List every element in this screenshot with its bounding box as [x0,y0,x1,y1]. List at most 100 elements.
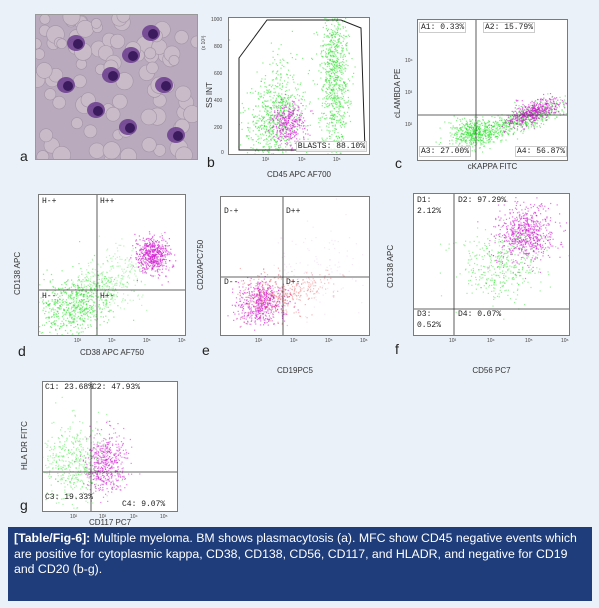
red-cell [174,30,189,45]
panel-letter-c: c [395,155,402,171]
plasma-cell-nucleus [73,39,83,49]
figure-caption: [Table/Fig-6]: Multiple myeloma. BM show… [8,527,592,601]
y-axis-label-b: SS INT [205,82,214,108]
quadrant-label-a1: A1: 0.33% [419,22,467,33]
y-unit-b: (x 10³) [201,35,207,50]
quadrant-label-d-minusminus: D-- [224,278,239,287]
x-axis-label-b: CD45 APC AF700 [266,170,332,179]
quadrant-label-a2: A2: 15.79% [483,22,536,33]
x-axis-label-e: CD19PC5 [276,366,313,375]
plot-b: BLASTS: 88.10% [228,17,370,155]
x-axis-label-f: CD56 PC7 [472,366,511,375]
plasma-cell-nucleus [63,81,73,91]
y-axis-label-e: CD20APC750 [196,239,205,290]
y-axis-label-d: CD138 APC [13,251,22,295]
red-cell [88,142,106,159]
event-cloud [313,18,356,154]
red-cell [52,95,66,110]
red-cell [190,35,197,49]
quadrant-label-a4: A4: 56.87% [515,146,567,157]
event-cloud [435,115,504,153]
x-tick-g-3: 10⁵ [160,514,168,520]
red-cell [146,61,159,74]
red-cell [44,88,57,101]
quadrant-label-c2: C2: 47.93% [92,383,141,392]
x-tick-e-1: 10⁴ [290,338,298,344]
red-cell [56,38,68,50]
x-tick-f-0: 10³ [449,338,457,344]
quadrant-label-a3: A3: 27.00% [419,146,472,157]
plasma-cell-nucleus [173,131,183,141]
panel-letter-f: f [395,341,399,357]
plasma-cell-nucleus [93,106,103,116]
quadrant-label-c4: C4: 9.07% [122,500,166,509]
quadrant-label-h-plusplus: H++ [100,197,115,206]
panel-letter-e: e [202,342,210,358]
x-tick-b-2: 10⁵ [333,157,341,163]
y-tick-c-0: 10⁴ [405,58,413,64]
event-cloud [477,197,569,280]
x-tick-b-0: 10³ [262,157,270,163]
red-cell [175,85,192,102]
y-tick-b-5: 0 [221,150,224,156]
quadrant-label-d-plus: D-+ [224,207,239,216]
red-cell [183,105,197,123]
red-cell [36,48,45,60]
red-cell [175,146,193,159]
caption-label: [Table/Fig-6]: [14,531,91,545]
event-cloud [439,219,557,320]
red-cell [110,33,126,49]
x-axis-label-c: cKAPPA FITC [467,162,518,171]
x-tick-g-0: 10² [70,514,78,520]
quadrant-value-d3: 0.52% [417,321,442,330]
y-axis-label-c: cLAMBDA PE [393,68,402,118]
quadrant-label-d1: D1: [417,196,432,205]
y-tick-b-0: 1000 [211,17,223,23]
quadrant-label-d-plusplus: D++ [286,207,301,216]
plot-e: D-+ D++ D-- D+- [220,196,370,336]
x-tick-e-0: 10³ [255,338,263,344]
red-cell [36,150,50,159]
x-tick-g-2: 10⁴ [130,514,138,520]
plasma-cell-nucleus [125,123,135,133]
quadrant-label-h-plusminus: H+- [100,292,115,301]
red-cell [102,141,121,159]
x-tick-d-0: 10³ [74,338,82,344]
panel-letter-b: b [207,154,215,170]
panel-letter-g: g [20,497,28,513]
red-cell [52,146,71,159]
y-axis-label-f: CD138 APC [386,244,395,288]
y-tick-b-4: 200 [214,125,223,131]
event-cloud [247,269,345,301]
panel-letter-d: d [18,343,26,359]
gate-label-blasts: BLASTS: 88.10% [295,141,367,152]
event-cloud [268,93,314,152]
plot-d: H-+ H++ H-- H+- [38,194,186,336]
event-cloud [490,93,567,134]
plasma-cell-nucleus [161,81,171,91]
red-cell [83,124,98,139]
y-tick-b-1: 800 [214,44,223,50]
event-cloud [227,273,299,331]
event-cloud [229,30,327,154]
x-tick-d-3: 10⁶ [178,338,186,344]
red-cell [116,15,131,23]
bone-marrow-photo [35,14,198,160]
plasma-cell-nucleus [128,51,138,61]
x-tick-e-2: 10⁵ [325,338,333,344]
event-cloud [39,241,135,335]
x-tick-g-1: 10³ [99,514,107,520]
quadrant-label-d-plusminus: D+- [286,278,301,287]
x-tick-f-1: 10⁴ [487,338,495,344]
x-axis-label-g: CD117 PC7 [88,518,132,527]
quadrant-label-d3: D3: [417,310,432,319]
quadrant-label-c1: C1: 23.68% [45,383,94,392]
y-axis-label-g: HLA DR FITC [20,421,29,470]
quadrant-value-d1: 2.12% [417,207,442,216]
x-tick-d-2: 10⁵ [143,338,151,344]
red-cell [73,74,87,89]
red-cell [144,47,157,60]
plasma-cell-nucleus [148,29,158,39]
red-cell [71,117,83,130]
red-cell [36,62,53,79]
